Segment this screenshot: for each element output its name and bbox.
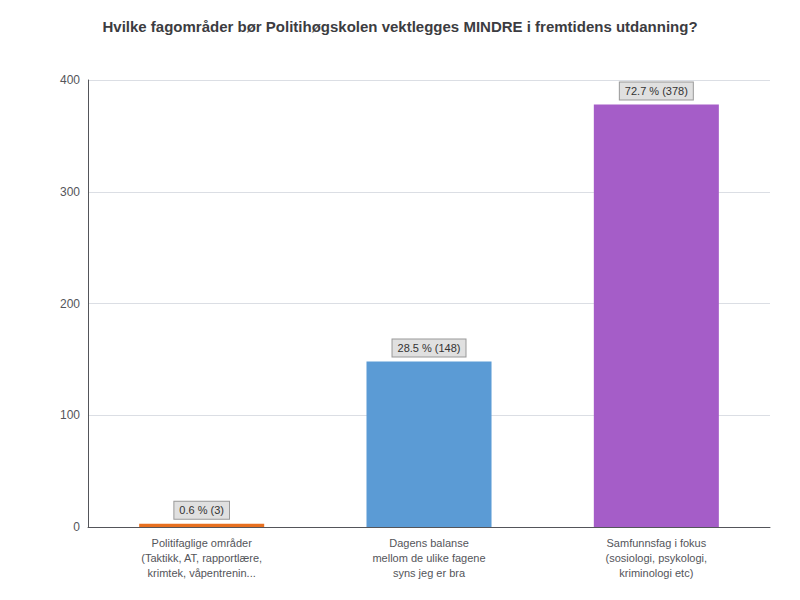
svg-text:Hvilke fagområder bør Politihø: Hvilke fagområder bør Politihøgskolen ve… (102, 18, 697, 35)
svg-text:300: 300 (60, 185, 80, 199)
svg-text:400: 400 (60, 73, 80, 87)
svg-text:Politifaglige områder: Politifaglige områder (152, 537, 253, 549)
svg-text:Samfunnsfag i fokus: Samfunnsfag i fokus (607, 537, 707, 549)
svg-text:100: 100 (60, 408, 80, 422)
svg-text:0: 0 (73, 520, 80, 534)
svg-text:syns jeg er bra: syns jeg er bra (393, 567, 466, 579)
svg-text:mellom de ulike fagene: mellom de ulike fagene (372, 552, 485, 564)
svg-text:0.6 % (3): 0.6 % (3) (179, 504, 224, 516)
svg-text:kriminologi etc): kriminologi etc) (619, 567, 693, 579)
svg-text:krimtek, våpentrenin...: krimtek, våpentrenin... (148, 567, 256, 579)
svg-text:Dagens balanse: Dagens balanse (389, 537, 469, 549)
svg-text:200: 200 (60, 297, 80, 311)
svg-text:72.7 % (378): 72.7 % (378) (625, 85, 688, 97)
svg-text:(Taktikk, AT, rapportlære,: (Taktikk, AT, rapportlære, (141, 552, 262, 564)
svg-text:28.5 % (148): 28.5 % (148) (398, 342, 461, 354)
svg-text:(sosiologi, psykologi,: (sosiologi, psykologi, (606, 552, 708, 564)
